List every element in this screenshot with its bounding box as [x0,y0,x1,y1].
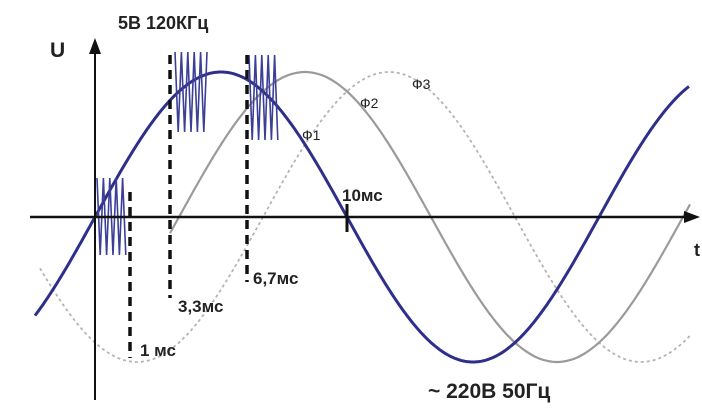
phase-1-curve [33,70,690,364]
supply-voltage-label: ~ 220В 50Гц [428,380,550,403]
marker-10ms-label: 10мс [342,186,383,205]
marker-1ms-label: 1 мс [140,341,176,360]
phase-3-curve [39,71,691,363]
y-axis-arrow [89,38,101,54]
phase-3-label: Ф3 [412,76,431,92]
x-axis-label: t [694,240,700,260]
x-axis-arrow [684,211,700,223]
y-axis-label: U [50,39,65,62]
burst-6-7ms [248,54,279,141]
phase-1-label: Ф1 [302,127,321,143]
marker-6-7ms-label: 6,7мс [253,269,298,288]
burst-3-3ms [174,51,208,133]
burst-frequency-label: 5В 120КГц [118,13,208,33]
phase-2-label: Ф2 [360,95,379,111]
marker-3-3ms-label: 3,3мс [178,297,223,316]
